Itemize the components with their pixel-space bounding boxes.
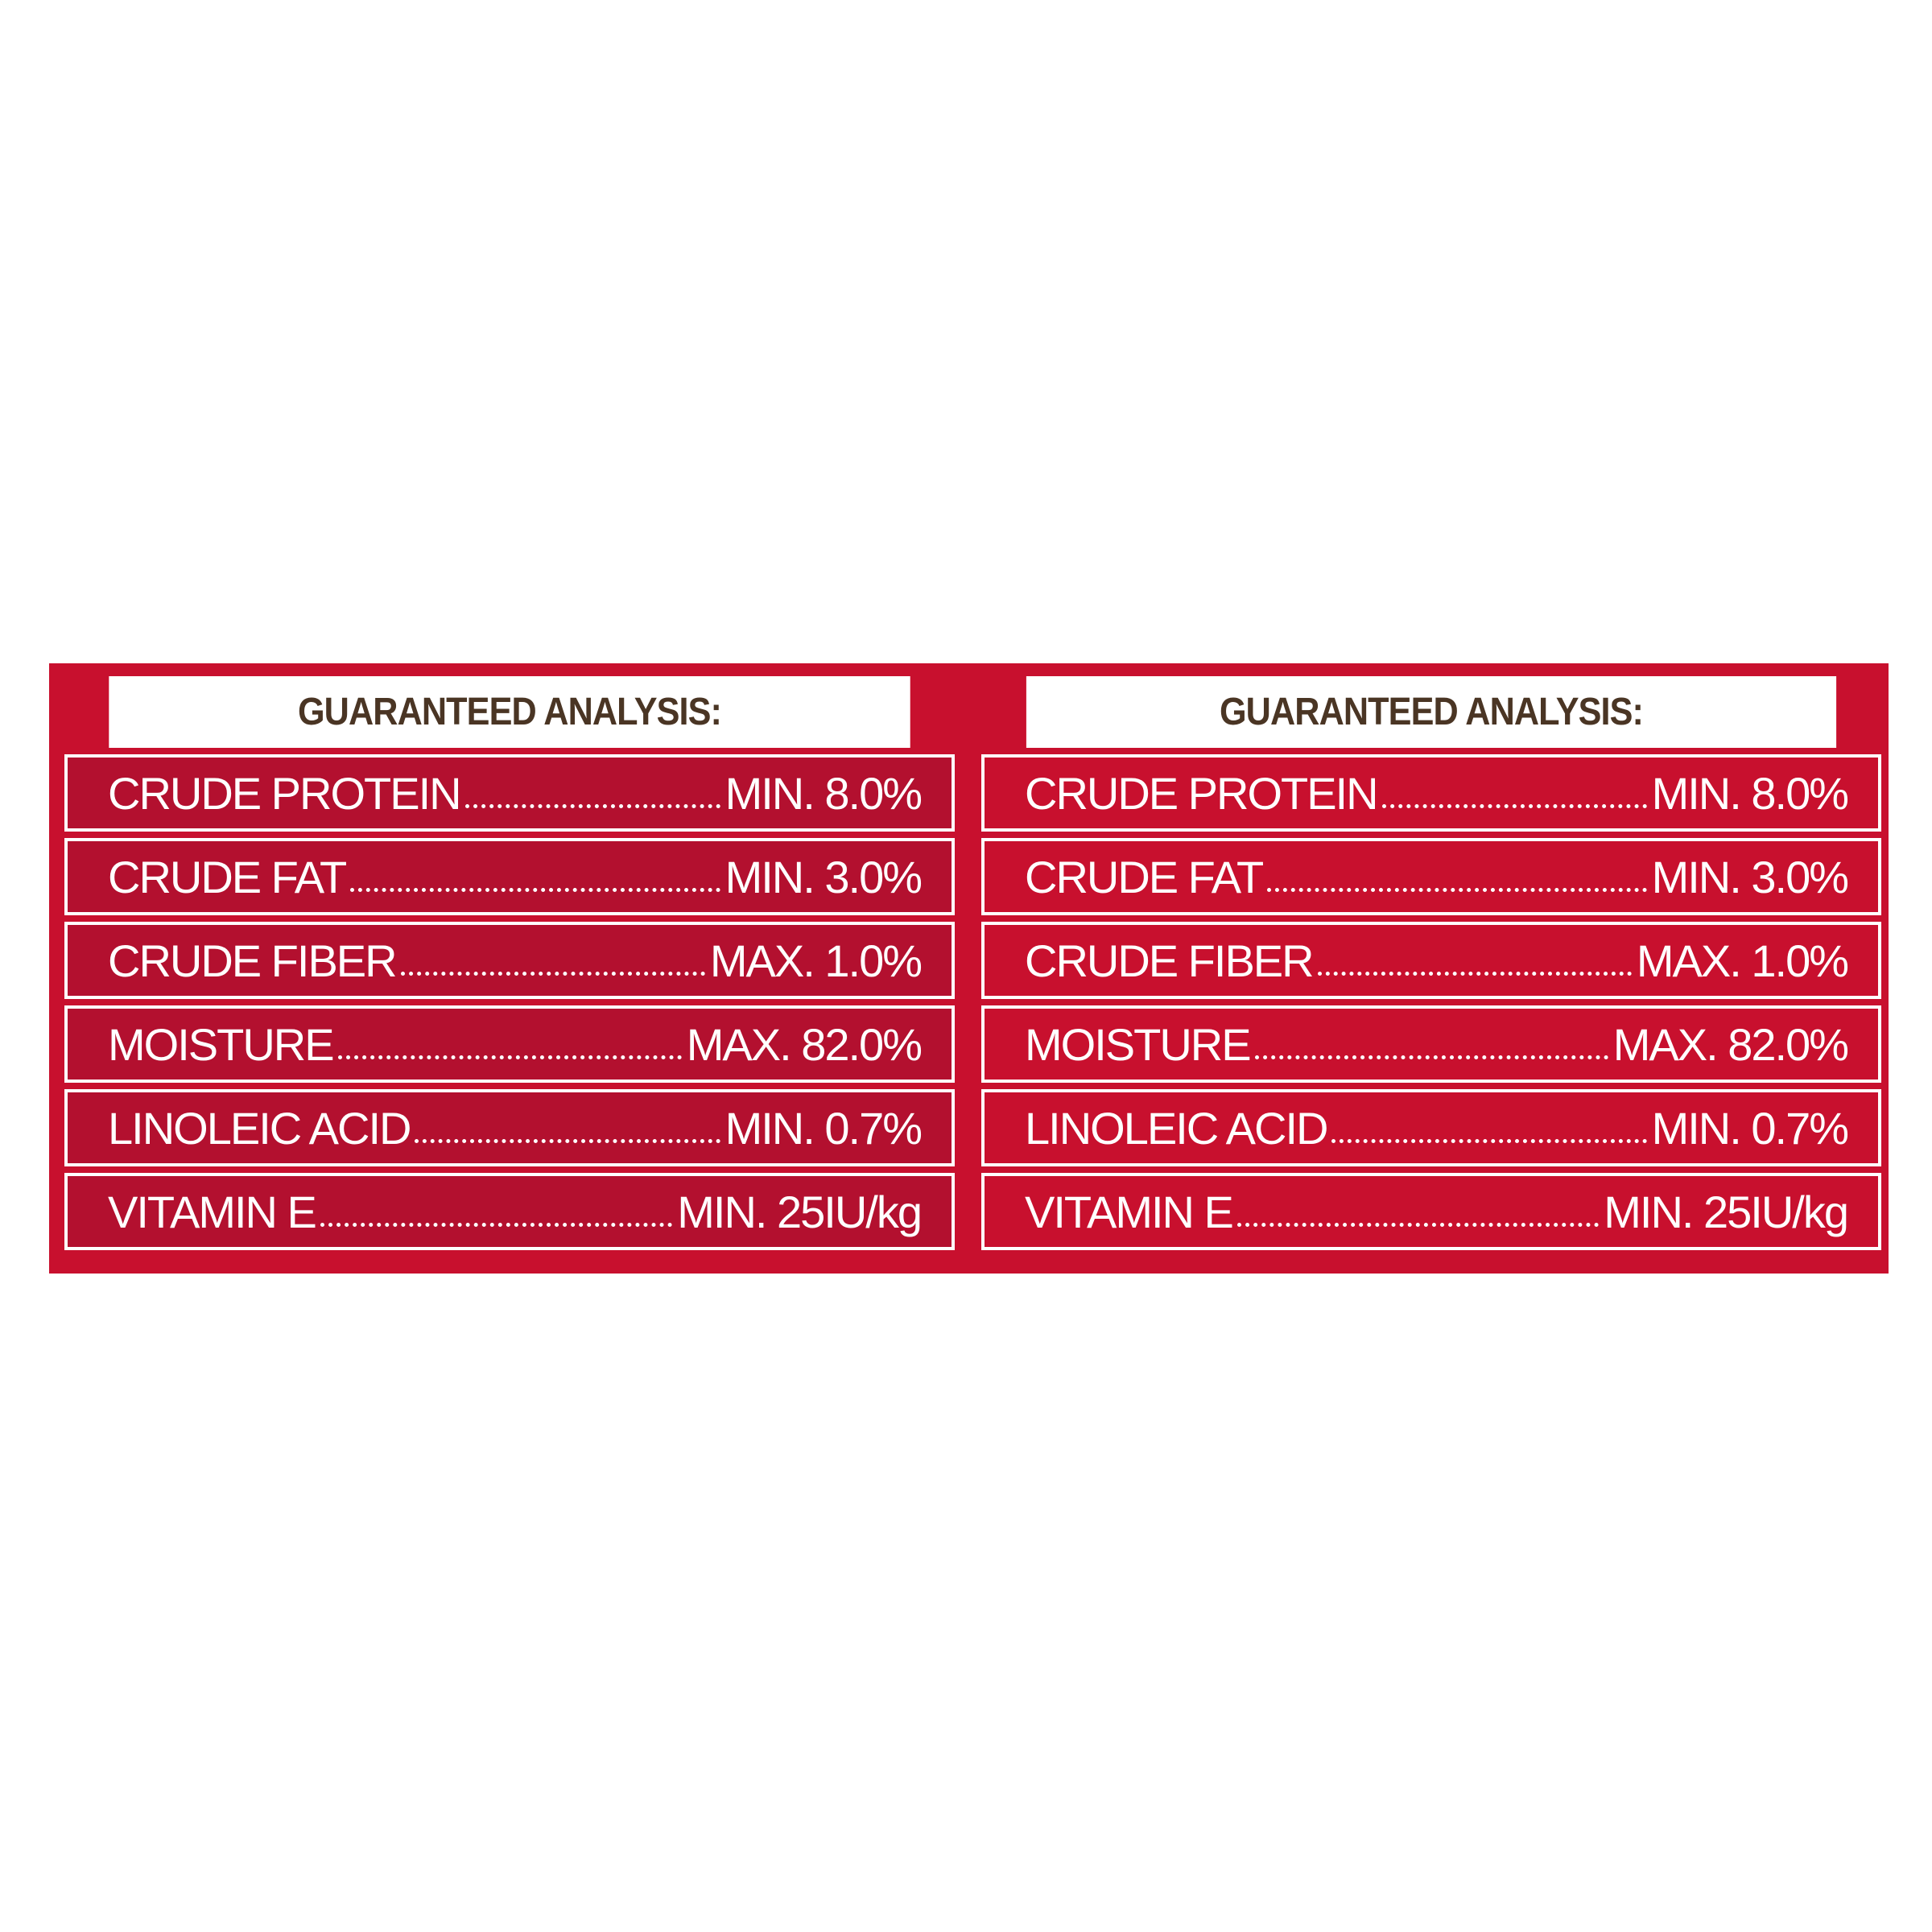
analysis-row: CRUDE FIBER MAX. 1.0% — [64, 922, 955, 999]
dot-leader — [1254, 1055, 1608, 1059]
nutrient-value: MAX. 82.0% — [1612, 1018, 1849, 1070]
dot-leader — [320, 1222, 673, 1227]
panel-title: GUARANTEED ANALYSIS: — [109, 676, 910, 748]
nutrient-value: MIN. 25IU/kg — [677, 1186, 923, 1237]
analysis-row: CRUDE FAT MIN. 3.0% — [64, 838, 955, 915]
dot-leader — [400, 971, 705, 976]
dot-leader — [1331, 1138, 1647, 1143]
analysis-row: LINOLEIC ACID MIN. 0.7% — [64, 1089, 955, 1166]
analysis-row: VITAMIN E MIN. 25IU/kg — [981, 1173, 1881, 1250]
analysis-row: VITAMIN E MIN. 25IU/kg — [64, 1173, 955, 1250]
dot-leader — [337, 1055, 682, 1059]
nutrient-name: CRUDE FAT — [108, 851, 347, 902]
dot-leader — [1267, 887, 1647, 892]
nutrient-name: CRUDE FAT — [1025, 851, 1264, 902]
analysis-row: CRUDE PROTEIN MIN. 8.0% — [981, 754, 1881, 832]
panel-title: GUARANTEED ANALYSIS: — [1026, 676, 1837, 748]
nutrient-value: MIN. 0.7% — [1651, 1102, 1849, 1154]
nutrient-value: MAX. 82.0% — [686, 1018, 923, 1070]
nutrient-name: LINOLEIC ACID — [108, 1102, 411, 1154]
dot-leader — [464, 803, 720, 808]
analysis-row: MOISTURE MAX. 82.0% — [64, 1005, 955, 1083]
analysis-row: CRUDE FAT MIN. 3.0% — [981, 838, 1881, 915]
nutrient-value: MIN. 8.0% — [724, 767, 923, 819]
analysis-panel: GUARANTEED ANALYSIS: CRUDE PROTEIN MIN. 8.… — [981, 676, 1881, 1250]
nutrient-name: CRUDE FIBER — [108, 935, 398, 986]
nutrient-name: MOISTURE — [1025, 1018, 1252, 1070]
analysis-row: LINOLEIC ACID MIN. 0.7% — [981, 1089, 1881, 1166]
nutrient-name: CRUDE PROTEIN — [1025, 767, 1379, 819]
dot-leader — [1381, 803, 1647, 808]
nutrient-value: MAX. 1.0% — [709, 935, 923, 986]
nutrient-name: MOISTURE — [108, 1018, 335, 1070]
dot-leader — [1317, 971, 1632, 976]
nutrient-name: CRUDE FIBER — [1025, 935, 1315, 986]
dot-leader — [350, 887, 720, 892]
nutrient-name: CRUDE PROTEIN — [108, 767, 462, 819]
analysis-row: CRUDE FIBER MAX. 1.0% — [981, 922, 1881, 999]
nutrient-name: VITAMIN E — [1025, 1186, 1234, 1237]
analysis-panel: GUARANTEED ANALYSIS: CRUDE PROTEIN MIN. 8.… — [64, 676, 955, 1250]
analysis-label: GUARANTEED ANALYSIS: CRUDE PROTEIN MIN. 8.… — [49, 663, 1889, 1274]
nutrient-name: LINOLEIC ACID — [1025, 1102, 1328, 1154]
nutrient-value: MIN. 8.0% — [1651, 767, 1849, 819]
analysis-row: CRUDE PROTEIN MIN. 8.0% — [64, 754, 955, 832]
nutrient-value: MIN. 3.0% — [724, 851, 923, 902]
nutrient-value: MIN. 3.0% — [1651, 851, 1849, 902]
dot-leader — [1236, 1222, 1600, 1227]
nutrient-value: MIN. 0.7% — [724, 1102, 923, 1154]
nutrient-name: VITAMIN E — [108, 1186, 317, 1237]
nutrient-value: MAX. 1.0% — [1636, 935, 1849, 986]
nutrient-value: MIN. 25IU/kg — [1604, 1186, 1849, 1237]
dot-leader — [415, 1138, 720, 1143]
analysis-row: MOISTURE MAX. 82.0% — [981, 1005, 1881, 1083]
